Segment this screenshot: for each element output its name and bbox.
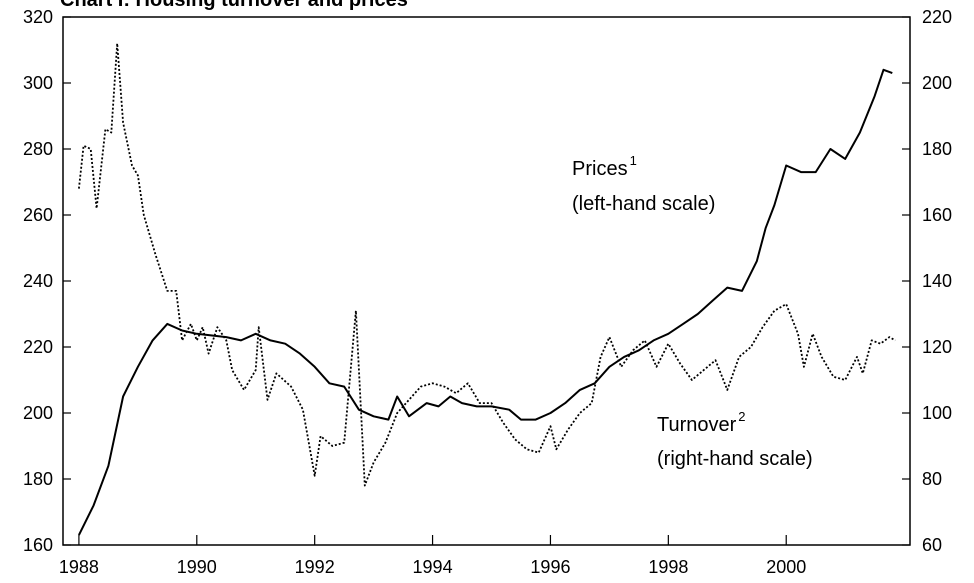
- x-tick-label: 1992: [295, 557, 335, 577]
- annotation-label: Prices: [572, 158, 628, 180]
- x-tick-label: 1988: [59, 557, 99, 577]
- y-tick-label: 240: [23, 271, 53, 291]
- series-line: [78, 68, 893, 536]
- y2-tick-label: 120: [922, 337, 952, 357]
- y-tick-label: 300: [23, 73, 53, 93]
- x-tick-label: 1994: [413, 557, 453, 577]
- y2-tick-label: 160: [922, 205, 952, 225]
- y-tick-label: 200: [23, 403, 53, 423]
- x-tick-label: 1998: [648, 557, 688, 577]
- annotation-label: Turnover: [657, 414, 737, 436]
- y2-tick-label: 200: [922, 73, 952, 93]
- y2-tick-label: 220: [922, 7, 952, 27]
- chart-title: Chart I: Housing turnover and prices: [60, 0, 408, 11]
- y2-tick-label: 80: [922, 469, 942, 489]
- annotation-note: (right-hand scale): [657, 448, 813, 470]
- x-tick-label: 1996: [530, 557, 570, 577]
- series-line: [78, 42, 896, 487]
- y-tick-label: 220: [23, 337, 53, 357]
- annotation-superscript: 1: [630, 153, 637, 168]
- y-tick-label: 160: [23, 535, 53, 555]
- y2-tick-label: 140: [922, 271, 952, 291]
- x-tick-label: 1990: [177, 557, 217, 577]
- annotation-note: (left-hand scale): [572, 193, 715, 215]
- annotation-superscript: 2: [738, 409, 745, 424]
- y-tick-label: 260: [23, 205, 53, 225]
- y2-tick-label: 180: [922, 139, 952, 159]
- y2-tick-label: 100: [922, 403, 952, 423]
- y2-tick-label: 60: [922, 535, 942, 555]
- y-tick-label: 280: [23, 139, 53, 159]
- y-tick-label: 180: [23, 469, 53, 489]
- y-tick-label: 320: [23, 7, 53, 27]
- x-tick-label: 2000: [766, 557, 806, 577]
